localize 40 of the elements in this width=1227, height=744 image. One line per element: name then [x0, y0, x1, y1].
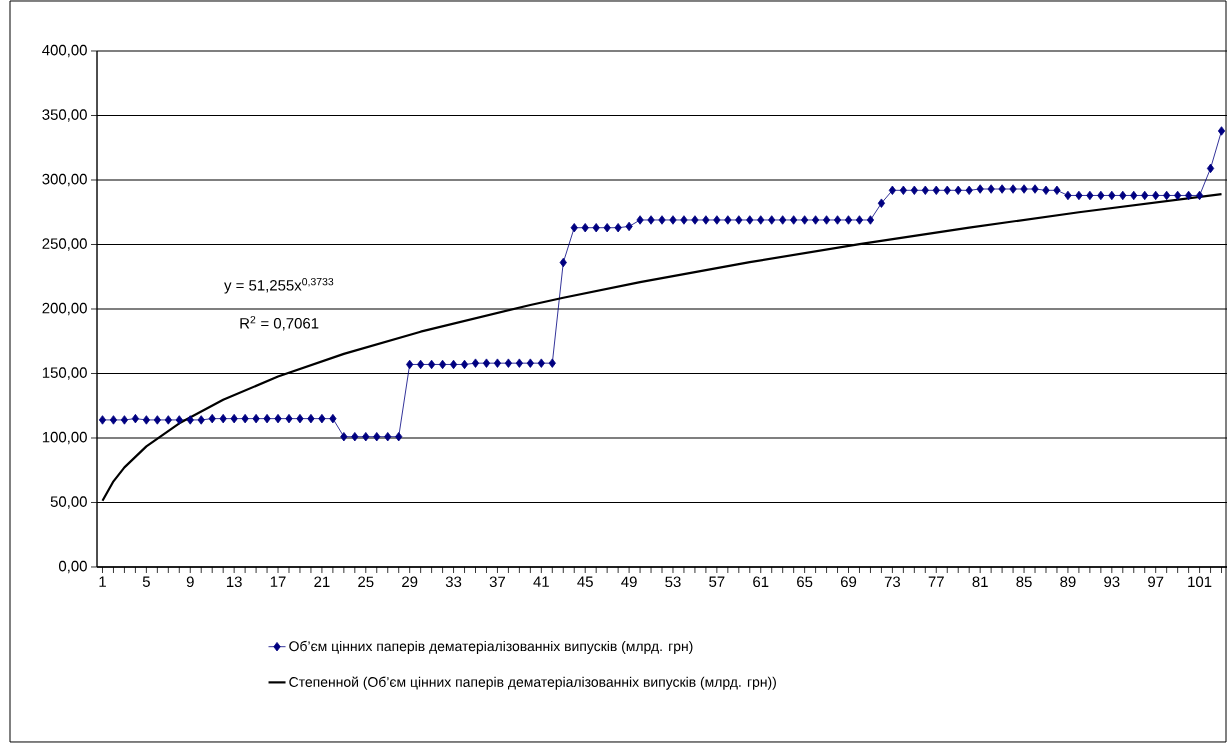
x-tick-label: 77: [928, 576, 944, 587]
x-tick-label: 25: [358, 576, 374, 588]
y-tick-label: 300,00: [42, 173, 87, 187]
x-tick-label: 93: [1104, 576, 1120, 588]
legend-label: Степенной (Об’єм цінних паперів дематеріалізованніх випусків (млрд. грн)): [289, 676, 776, 690]
x-tick-label: 65: [797, 576, 813, 588]
y-tick-label: 150,00: [42, 367, 87, 380]
x-tick-label: 57: [709, 576, 725, 587]
y-tick-label: 200,00: [42, 302, 87, 316]
legend-label: Об’єм цінних паперів дематеріалізованніх випусків (млрд. грн): [289, 640, 693, 654]
x-tick-label: 69: [840, 576, 857, 588]
y-tick-label: 100,00: [42, 431, 87, 445]
x-tick-label: 89: [1060, 576, 1076, 588]
line-series: [101, 192, 1223, 502]
x-tick-label: 13: [226, 576, 242, 588]
y-tick-label: 350,00: [42, 109, 87, 122]
x-tick-label: 45: [577, 576, 593, 587]
annotation: R$^{2}$ = 0,7061: [240, 315, 319, 331]
x-tick-label: 29: [402, 576, 418, 588]
x-tick-label: 41: [533, 576, 549, 587]
x-tick-label: 1: [99, 576, 106, 587]
x-tick-label: 21: [314, 576, 330, 587]
x-tick-label: 73: [884, 576, 901, 588]
y-tick-label: 0,00: [58, 560, 87, 574]
x-tick-label: 101: [1188, 576, 1212, 588]
x-tick-label: 5: [142, 576, 150, 587]
y-tick-label: 50,00: [50, 496, 87, 509]
x-tick-label: 97: [1148, 576, 1164, 588]
y-tick-label: 250,00: [42, 238, 87, 251]
x-tick-label: 61: [753, 576, 769, 588]
x-tick-label: 81: [972, 576, 988, 588]
x-tick-label: 33: [445, 576, 462, 588]
y-tick-label: 400,00: [42, 44, 87, 58]
x-tick-label: 37: [489, 576, 506, 588]
x-tick-label: 17: [270, 576, 286, 587]
x-tick-label: 9: [186, 576, 194, 588]
x-tick-label: 85: [1016, 576, 1032, 588]
annotation: y = 51,255x$^{0,3733}$: [224, 277, 334, 294]
x-tick-label: 53: [665, 576, 681, 588]
x-tick-label: 49: [621, 576, 637, 588]
